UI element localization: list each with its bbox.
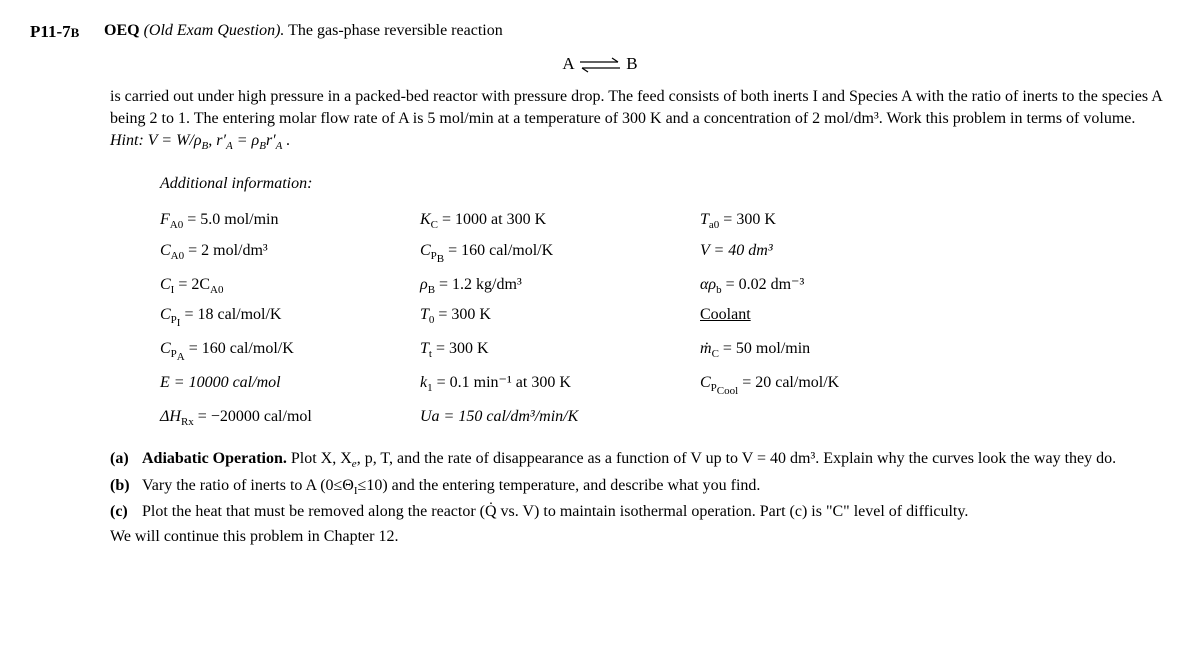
problem-body: is carried out under high pressure in a … <box>110 86 1170 155</box>
hint-label: Hint: <box>110 132 144 149</box>
reactant-a: A <box>562 54 573 73</box>
data-cell: Tt = 300 K <box>420 338 700 366</box>
data-cell: Coolant <box>700 304 940 332</box>
data-cell: CA0 = 2 mol/dm³ <box>160 240 420 268</box>
part-a-title: Adiabatic Operation. <box>142 450 287 467</box>
num-main: P11-7 <box>30 22 71 41</box>
hint-eq-1: V = W/ρ <box>148 132 202 149</box>
data-cell: k1 = 0.1 min⁻¹ at 300 K <box>420 372 700 400</box>
hint-eq-3: = ρ <box>233 132 259 149</box>
part-a: (a) Adiabatic Operation. Plot X, Xe, p, … <box>110 448 1170 473</box>
data-cell: ρB = 1.2 kg/dm³ <box>420 274 700 299</box>
intro-text: The gas-phase reversible reaction <box>288 22 503 39</box>
additional-info-label: Additional information: <box>160 173 1170 195</box>
part-b-text: Vary the ratio of inerts to A (0≤ΘI≤10) … <box>142 475 1170 500</box>
data-cell: E = 10000 cal/mol <box>160 372 420 400</box>
data-cell: αρb = 0.02 dm⁻³ <box>700 274 940 299</box>
problem-number: P11-7B <box>30 20 100 44</box>
part-a-label: (a) <box>110 448 142 473</box>
problem-title: OEQ (Old Exam Question). The gas-phase r… <box>104 22 503 39</box>
continue-text: We will continue this problem in Chapter… <box>110 526 1170 548</box>
data-cell: CPI = 18 cal/mol/K <box>160 304 420 332</box>
data-cell: V = 40 dm³ <box>700 240 940 268</box>
part-b-label: (b) <box>110 475 142 500</box>
product-b: B <box>626 54 637 73</box>
hint-equation: V = W/ρB, r′A = ρBr′A . <box>148 132 291 149</box>
oeq-expansion: (Old Exam Question). <box>144 22 285 39</box>
data-cell: CPA = 160 cal/mol/K <box>160 338 420 366</box>
body-text: is carried out under high pressure in a … <box>110 88 1162 127</box>
problem-header: P11-7B OEQ (Old Exam Question). The gas-… <box>30 20 1170 44</box>
num-sub: B <box>71 25 80 40</box>
hint-eq-4: r′ <box>266 132 276 149</box>
equilibrium-arrows-icon <box>578 56 622 74</box>
oeq-label: OEQ <box>104 22 140 39</box>
data-cell: CI = 2CA0 <box>160 274 420 299</box>
part-c-text: Plot the heat that must be removed along… <box>142 501 1170 523</box>
part-c-label: (c) <box>110 501 142 523</box>
data-cell: T0 = 300 K <box>420 304 700 332</box>
data-cell: CPCool = 20 cal/mol/K <box>700 372 940 400</box>
data-cell: Ua = 150 cal/dm³/min/K <box>420 406 700 431</box>
data-cell: FA0 = 5.0 mol/min <box>160 209 420 234</box>
reaction-equation: A B <box>30 52 1170 76</box>
part-c: (c) Plot the heat that must be removed a… <box>110 501 1170 523</box>
data-cell: Ta0 = 300 K <box>700 209 940 234</box>
data-cell: ṁC = 50 mol/min <box>700 338 940 366</box>
data-cell: KC = 1000 at 300 K <box>420 209 700 234</box>
part-b: (b) Vary the ratio of inerts to A (0≤ΘI≤… <box>110 475 1170 500</box>
part-a-text: Adiabatic Operation. Plot X, Xe, p, T, a… <box>142 448 1170 473</box>
data-cell <box>700 406 940 431</box>
question-parts: (a) Adiabatic Operation. Plot X, Xe, p, … <box>110 448 1170 524</box>
data-table: FA0 = 5.0 mol/min KC = 1000 at 300 K Ta0… <box>160 209 1170 430</box>
data-cell: CPB = 160 cal/mol/K <box>420 240 700 268</box>
hint-eq-5: . <box>282 132 290 149</box>
hint-eq-2: , r′ <box>208 132 226 149</box>
data-cell: ΔHRx = −20000 cal/mol <box>160 406 420 431</box>
